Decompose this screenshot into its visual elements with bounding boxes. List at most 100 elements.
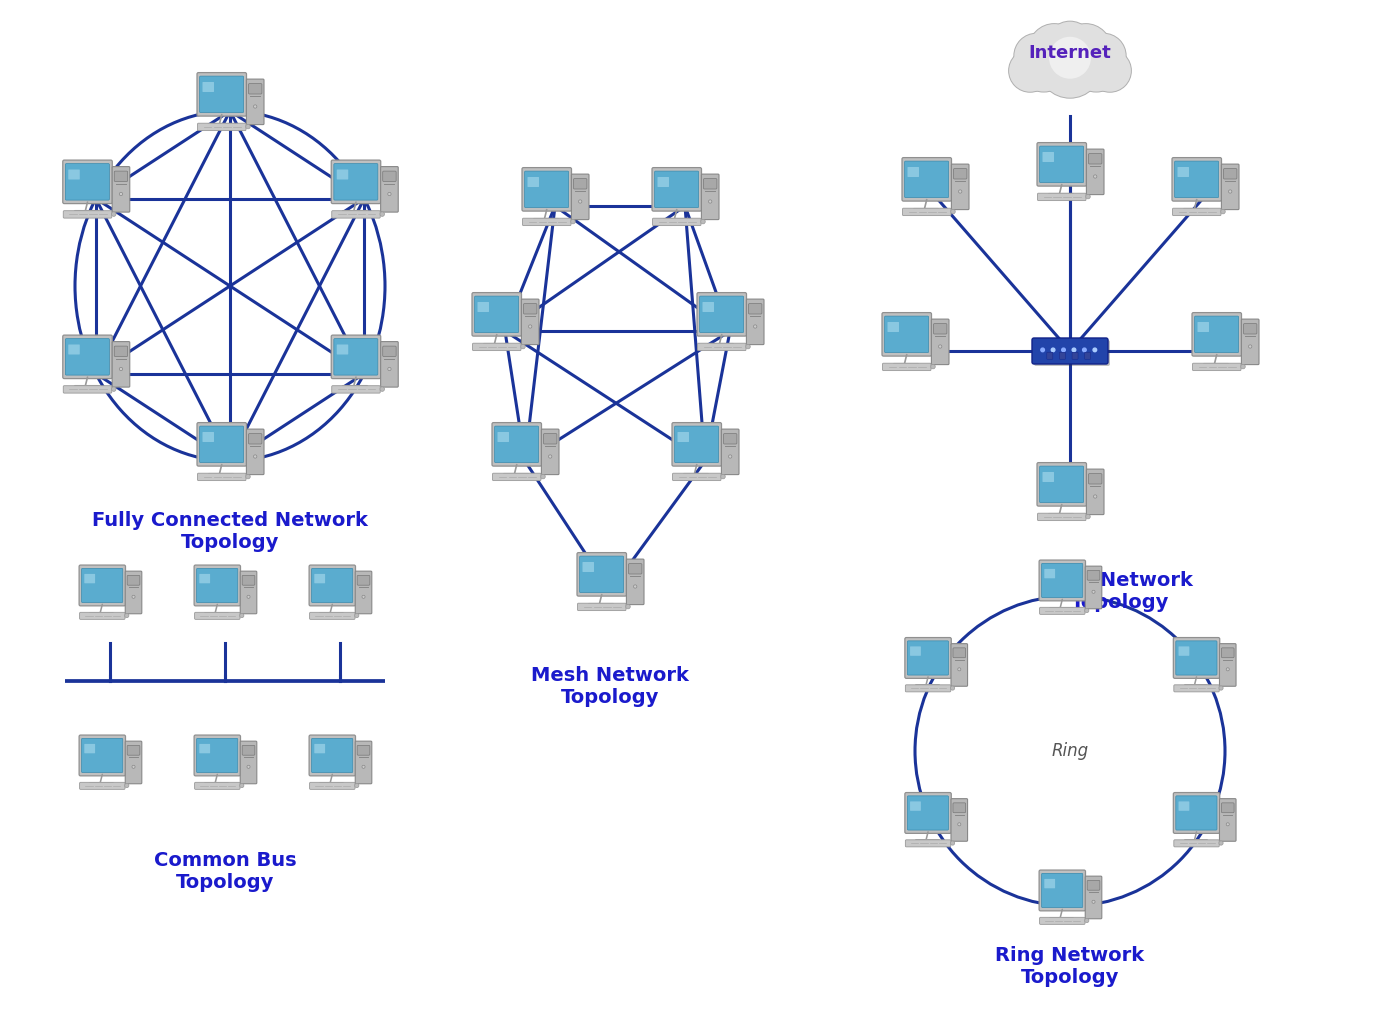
FancyBboxPatch shape [1173,793,1219,833]
Circle shape [1014,33,1060,79]
FancyBboxPatch shape [1039,870,1085,911]
Circle shape [246,124,250,128]
FancyBboxPatch shape [1044,879,1055,888]
FancyBboxPatch shape [246,429,264,474]
FancyBboxPatch shape [194,612,240,620]
FancyBboxPatch shape [112,167,130,212]
FancyBboxPatch shape [1037,463,1086,507]
FancyBboxPatch shape [309,565,355,606]
Circle shape [1037,34,1103,98]
Circle shape [1008,49,1053,93]
FancyBboxPatch shape [703,303,714,312]
Circle shape [959,190,962,193]
FancyBboxPatch shape [495,426,538,463]
FancyBboxPatch shape [355,741,372,784]
Circle shape [721,474,726,479]
FancyBboxPatch shape [1040,146,1083,182]
FancyBboxPatch shape [907,167,918,177]
FancyBboxPatch shape [1089,153,1102,164]
FancyBboxPatch shape [194,736,240,776]
FancyBboxPatch shape [492,473,541,481]
FancyBboxPatch shape [197,739,238,773]
FancyBboxPatch shape [1039,560,1085,601]
Circle shape [1241,365,1246,369]
FancyBboxPatch shape [1222,164,1239,209]
FancyBboxPatch shape [80,736,126,776]
FancyBboxPatch shape [721,429,740,474]
FancyBboxPatch shape [678,432,689,442]
Circle shape [541,474,545,479]
Circle shape [1085,608,1089,612]
Circle shape [131,596,136,599]
FancyBboxPatch shape [953,648,966,658]
FancyBboxPatch shape [66,164,109,200]
Text: Ring Network
Topology: Ring Network Topology [995,946,1145,987]
FancyBboxPatch shape [334,164,377,200]
FancyBboxPatch shape [492,423,541,466]
FancyBboxPatch shape [1085,566,1102,609]
FancyBboxPatch shape [1040,917,1085,924]
Circle shape [958,823,960,826]
FancyBboxPatch shape [951,799,967,841]
FancyBboxPatch shape [953,803,966,812]
FancyBboxPatch shape [1179,646,1190,656]
Circle shape [951,209,955,213]
Circle shape [951,686,955,690]
Circle shape [728,455,731,458]
FancyBboxPatch shape [334,339,377,375]
Circle shape [709,200,712,203]
Circle shape [1248,345,1251,348]
FancyBboxPatch shape [312,569,352,603]
Circle shape [1081,33,1127,79]
Circle shape [1015,36,1072,92]
Circle shape [1219,686,1223,690]
Circle shape [1061,348,1065,351]
Circle shape [1092,900,1095,903]
FancyBboxPatch shape [200,574,210,583]
FancyBboxPatch shape [724,434,737,444]
Circle shape [1219,841,1223,845]
FancyBboxPatch shape [521,299,540,345]
FancyBboxPatch shape [1198,322,1209,332]
FancyBboxPatch shape [200,744,210,753]
FancyBboxPatch shape [1042,873,1083,908]
FancyBboxPatch shape [80,565,126,606]
Circle shape [239,613,243,617]
FancyBboxPatch shape [699,296,744,333]
Circle shape [1048,36,1090,79]
Circle shape [362,596,365,599]
Circle shape [247,766,250,769]
FancyBboxPatch shape [1085,352,1090,359]
FancyBboxPatch shape [1219,643,1236,686]
Circle shape [119,368,123,371]
FancyBboxPatch shape [905,162,949,198]
FancyBboxPatch shape [882,313,931,356]
Circle shape [1226,823,1229,826]
Circle shape [745,344,751,349]
Circle shape [1016,37,1071,91]
Circle shape [1068,36,1124,92]
Text: Ring: Ring [1051,742,1089,760]
FancyBboxPatch shape [902,157,952,201]
Circle shape [931,365,935,369]
FancyBboxPatch shape [355,571,372,613]
FancyBboxPatch shape [572,174,589,220]
FancyBboxPatch shape [478,303,489,312]
FancyBboxPatch shape [69,345,80,354]
FancyBboxPatch shape [331,210,380,219]
Circle shape [362,766,365,769]
FancyBboxPatch shape [888,322,899,332]
FancyBboxPatch shape [80,612,124,620]
FancyBboxPatch shape [69,170,80,179]
FancyBboxPatch shape [474,296,519,333]
Text: Common Bus
Topology: Common Bus Topology [154,851,296,892]
FancyBboxPatch shape [1174,840,1219,846]
Circle shape [1093,495,1097,498]
FancyBboxPatch shape [934,323,946,334]
FancyBboxPatch shape [309,612,355,620]
FancyBboxPatch shape [242,745,254,755]
FancyBboxPatch shape [1060,352,1065,359]
FancyBboxPatch shape [1222,648,1234,658]
Circle shape [1009,50,1051,92]
Circle shape [700,220,705,224]
